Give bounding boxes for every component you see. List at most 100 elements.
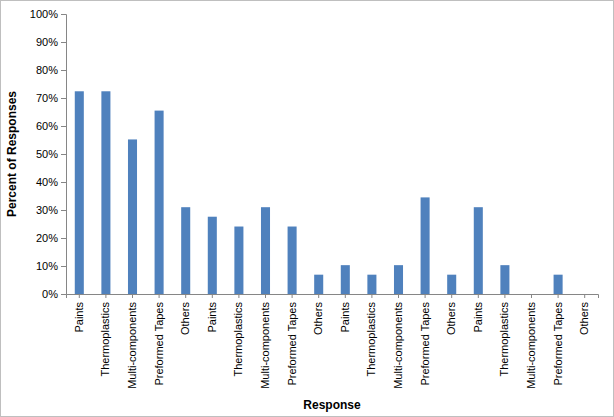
x-tick-mark <box>238 294 239 298</box>
x-tick-label: Thermoplastics <box>99 302 111 377</box>
y-tick-mark <box>61 126 66 127</box>
x-tick-mark <box>584 294 585 298</box>
x-tick-mark <box>371 294 372 298</box>
bar <box>447 275 456 294</box>
x-tick-mark <box>292 294 293 298</box>
x-tick: Preformed Tapes <box>153 294 165 386</box>
y-tick-mark <box>61 294 66 295</box>
bar <box>128 139 137 294</box>
x-tick-mark <box>212 294 213 298</box>
x-axis-line <box>67 295 599 299</box>
y-tick: 0% <box>42 288 66 300</box>
x-tick-label: Multi-components <box>525 302 537 389</box>
x-tick: Paints <box>472 294 484 333</box>
x-tick-mark <box>105 294 106 298</box>
x-tick-mark <box>451 294 452 298</box>
bar <box>75 91 84 294</box>
x-tick-label: Others <box>578 302 590 336</box>
y-tick: 60% <box>36 120 66 132</box>
chart-border <box>1 1 614 417</box>
bar <box>314 275 323 294</box>
bar <box>421 197 430 294</box>
bar <box>181 207 190 294</box>
x-tick: Multi-components <box>525 294 537 389</box>
x-tick-label: Multi-components <box>392 302 404 389</box>
x-tick: Preformed Tapes <box>552 294 564 386</box>
bar <box>288 227 297 294</box>
x-tick-label: Paints <box>472 302 484 333</box>
y-tick-label: 80% <box>36 64 58 76</box>
x-tick-mark <box>265 294 266 298</box>
y-tick-mark <box>61 182 66 183</box>
bar <box>554 275 563 294</box>
x-tick: Others <box>312 294 324 335</box>
bar <box>261 207 270 294</box>
y-tick-mark <box>61 42 66 43</box>
bar <box>155 111 164 294</box>
x-tick-mark <box>531 294 532 298</box>
x-tick-mark <box>132 294 133 298</box>
bar <box>341 265 350 294</box>
x-tick-label: Preformed Tapes <box>286 302 298 386</box>
x-tick: Multi-components <box>259 294 271 389</box>
x-tick: Others <box>179 294 191 335</box>
y-axis-line <box>61 15 67 295</box>
y-tick: 20% <box>36 232 66 244</box>
x-tick: Preformed Tapes <box>286 294 298 386</box>
y-tick-mark <box>61 154 66 155</box>
plot: 0%10%20%30%40%50%60%70%80%90%100%PaintsT… <box>30 8 599 389</box>
bar <box>208 217 217 294</box>
x-tick-label: Others <box>179 302 191 336</box>
x-tick: Paints <box>339 294 351 333</box>
x-tick-label: Thermoplastics <box>365 302 377 377</box>
y-tick-label: 20% <box>36 232 58 244</box>
x-tick-label: Preformed Tapes <box>153 302 165 386</box>
x-axis: Paints Thermoplastics Multi-components Pref… <box>67 294 599 389</box>
bar <box>474 207 483 294</box>
y-tick-label: 50% <box>36 148 58 160</box>
bars <box>75 91 563 294</box>
x-tick: Thermoplastics <box>498 294 510 377</box>
y-tick-label: 10% <box>36 260 58 272</box>
x-tick: Thermoplastics <box>232 294 244 377</box>
x-tick-mark <box>318 294 319 298</box>
y-tick-label: 60% <box>36 120 58 132</box>
x-tick-mark <box>478 294 479 298</box>
y-tick-label: 0% <box>42 288 58 300</box>
x-tick: Preformed Tapes <box>419 294 431 386</box>
x-tick-mark <box>504 294 505 298</box>
bar <box>367 275 376 294</box>
x-tick-label: Thermoplastics <box>232 302 244 377</box>
y-tick-label: 100% <box>30 8 58 20</box>
bar <box>101 91 110 294</box>
y-tick: 80% <box>36 64 66 76</box>
chart: 0%10%20%30%40%50%60%70%80%90%100%PaintsT… <box>0 0 614 417</box>
y-axis: 0%10%20%30%40%50%60%70%80%90%100% <box>30 8 67 300</box>
y-tick: 30% <box>36 204 66 216</box>
x-tick-label: Paints <box>73 302 85 333</box>
x-axis-title: Response <box>303 398 361 412</box>
x-tick: Multi-components <box>126 294 138 389</box>
bar <box>500 265 509 294</box>
x-tick: Others <box>445 294 457 335</box>
y-tick: 10% <box>36 260 66 272</box>
x-tick-label: Preformed Tapes <box>419 302 431 386</box>
y-axis-title: Percent of Responses <box>5 91 19 217</box>
x-tick-mark <box>185 294 186 298</box>
bar <box>580 294 589 295</box>
x-tick-label: Multi-components <box>126 302 138 389</box>
y-tick-mark <box>61 238 66 239</box>
x-tick-mark <box>345 294 346 298</box>
y-tick-mark <box>61 70 66 71</box>
y-tick-mark <box>61 210 66 211</box>
x-tick-mark <box>79 294 80 298</box>
x-tick-mark <box>159 294 160 298</box>
y-tick-mark <box>61 14 66 15</box>
y-tick: 40% <box>36 176 66 188</box>
x-tick-mark <box>398 294 399 298</box>
y-tick-label: 40% <box>36 176 58 188</box>
x-tick: Multi-components <box>392 294 404 389</box>
y-tick: 90% <box>36 36 66 48</box>
x-tick-label: Paints <box>339 302 351 333</box>
x-tick: Others <box>578 294 590 335</box>
